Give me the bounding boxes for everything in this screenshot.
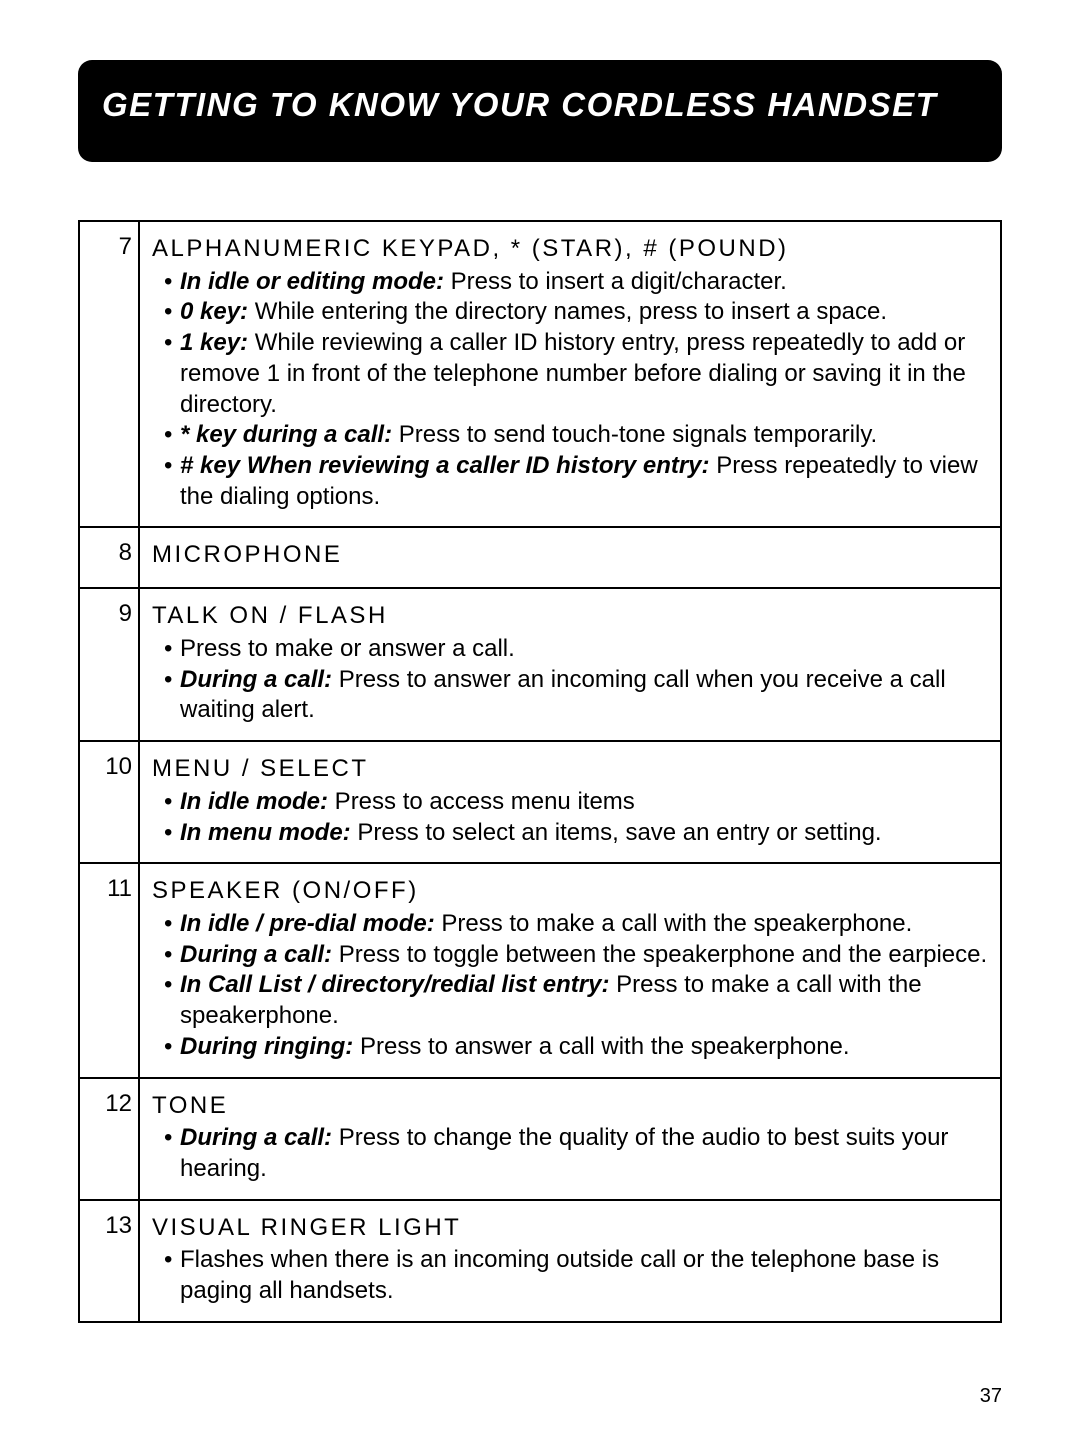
list-item: During ringing: Press to answer a call w… bbox=[164, 1032, 988, 1063]
bullet-label: In Call List / directory/redial list ent… bbox=[180, 971, 609, 998]
bullet-label: # key When reviewing a caller ID history… bbox=[180, 452, 710, 479]
table-row: 7ALPHANUMERIC KEYPAD, * (STAR), # (POUND… bbox=[79, 221, 1001, 527]
row-number: 8 bbox=[79, 527, 139, 588]
row-heading: MICROPHONE bbox=[152, 540, 988, 571]
features-table: 7ALPHANUMERIC KEYPAD, * (STAR), # (POUND… bbox=[78, 220, 1002, 1323]
bullet-label: In menu mode: bbox=[180, 819, 351, 846]
row-body: MENU / SELECTIn idle mode: Press to acce… bbox=[139, 741, 1001, 863]
bullet-text: Press to make a call with the speakerpho… bbox=[435, 910, 913, 937]
bullet-list: In idle / pre-dial mode: Press to make a… bbox=[152, 909, 988, 1063]
page-number: 37 bbox=[980, 1385, 1002, 1408]
row-number: 12 bbox=[79, 1078, 139, 1200]
bullet-list: During a call: Press to change the quali… bbox=[152, 1123, 988, 1184]
table-row: 8 MICROPHONE bbox=[79, 527, 1001, 588]
bullet-text: Flashes when there is an incoming outsid… bbox=[180, 1246, 939, 1304]
row-heading: ALPHANUMERIC KEYPAD, * (STAR), # (POUND) bbox=[152, 234, 988, 265]
list-item: In Call List / directory/redial list ent… bbox=[164, 970, 988, 1031]
row-number: 10 bbox=[79, 741, 139, 863]
row-heading: MENU / SELECT bbox=[152, 754, 988, 785]
list-item: In idle or editing mode: Press to insert… bbox=[164, 267, 988, 298]
row-body: TONEDuring a call: Press to change the q… bbox=[139, 1078, 1001, 1200]
bullet-label: During a call: bbox=[180, 941, 332, 968]
bullet-label: In idle mode: bbox=[180, 788, 328, 815]
list-item: In idle mode: Press to access menu items bbox=[164, 787, 988, 818]
list-item: Flashes when there is an incoming outsid… bbox=[164, 1245, 988, 1306]
row-number: 9 bbox=[79, 588, 139, 741]
row-heading: TALK ON / FLASH bbox=[152, 601, 988, 632]
bullet-label: During a call: bbox=[180, 1124, 332, 1151]
page-title: GETTING TO KNOW YOUR CORDLESS HANDSET bbox=[102, 86, 937, 123]
bullet-label: 1 key: bbox=[180, 329, 248, 356]
table-row: 9TALK ON / FLASHPress to make or answer … bbox=[79, 588, 1001, 741]
list-item: During a call: Press to change the quali… bbox=[164, 1123, 988, 1184]
list-item: In idle / pre-dial mode: Press to make a… bbox=[164, 909, 988, 940]
list-item: 1 key: While reviewing a caller ID histo… bbox=[164, 328, 988, 420]
row-number: 7 bbox=[79, 221, 139, 527]
bullet-text: Press to make or answer a call. bbox=[180, 635, 515, 662]
list-item: * key during a call: Press to send touch… bbox=[164, 420, 988, 451]
manual-page: GETTING TO KNOW YOUR CORDLESS HANDSET 7A… bbox=[0, 0, 1080, 1440]
row-body: TALK ON / FLASHPress to make or answer a… bbox=[139, 588, 1001, 741]
row-number: 11 bbox=[79, 863, 139, 1077]
table-row: 13VISUAL RINGER LIGHTFlashes when there … bbox=[79, 1200, 1001, 1322]
list-item: Press to make or answer a call. bbox=[164, 634, 988, 665]
row-heading: SPEAKER (ON/OFF) bbox=[152, 876, 988, 907]
bullet-text: While reviewing a caller ID history entr… bbox=[180, 329, 966, 417]
bullet-text: Press to answer a call with the speakerp… bbox=[353, 1033, 849, 1060]
list-item: In menu mode: Press to select an items, … bbox=[164, 818, 988, 849]
bullet-label: 0 key: bbox=[180, 298, 248, 325]
bullet-label: * key during a call: bbox=[180, 421, 392, 448]
bullet-text: Press to toggle between the speakerphone… bbox=[332, 941, 987, 968]
list-item: During a call: Press to answer an incomi… bbox=[164, 665, 988, 726]
bullet-label: In idle or editing mode: bbox=[180, 268, 444, 295]
row-number: 13 bbox=[79, 1200, 139, 1322]
header-band: GETTING TO KNOW YOUR CORDLESS HANDSET bbox=[78, 60, 1002, 162]
bullet-list: In idle or editing mode: Press to insert… bbox=[152, 267, 988, 513]
bullet-text: Press to select an items, save an entry … bbox=[351, 819, 882, 846]
row-heading: VISUAL RINGER LIGHT bbox=[152, 1213, 988, 1244]
list-item: During a call: Press to toggle between t… bbox=[164, 940, 988, 971]
bullet-label: During a call: bbox=[180, 666, 332, 693]
table-row: 11SPEAKER (ON/OFF)In idle / pre-dial mod… bbox=[79, 863, 1001, 1077]
bullet-list: In idle mode: Press to access menu items… bbox=[152, 787, 988, 848]
table-row: 12TONEDuring a call: Press to change the… bbox=[79, 1078, 1001, 1200]
list-item: # key When reviewing a caller ID history… bbox=[164, 451, 988, 512]
list-item: 0 key: While entering the directory name… bbox=[164, 297, 988, 328]
bullet-text: Press to insert a digit/character. bbox=[444, 268, 787, 295]
row-body: ALPHANUMERIC KEYPAD, * (STAR), # (POUND)… bbox=[139, 221, 1001, 527]
row-heading: TONE bbox=[152, 1091, 988, 1122]
bullet-text: Press to access menu items bbox=[328, 788, 635, 815]
bullet-text: While entering the directory names, pres… bbox=[248, 298, 887, 325]
bullet-list: Flashes when there is an incoming outsid… bbox=[152, 1245, 988, 1306]
row-body: SPEAKER (ON/OFF)In idle / pre-dial mode:… bbox=[139, 863, 1001, 1077]
row-body: MICROPHONE bbox=[139, 527, 1001, 588]
bullet-text: Press to send touch-tone signals tempora… bbox=[392, 421, 877, 448]
bullet-label: In idle / pre-dial mode: bbox=[180, 910, 435, 937]
row-body: VISUAL RINGER LIGHTFlashes when there is… bbox=[139, 1200, 1001, 1322]
bullet-list: Press to make or answer a call. During a … bbox=[152, 634, 988, 726]
table-row: 10MENU / SELECTIn idle mode: Press to ac… bbox=[79, 741, 1001, 863]
bullet-label: During ringing: bbox=[180, 1033, 353, 1060]
